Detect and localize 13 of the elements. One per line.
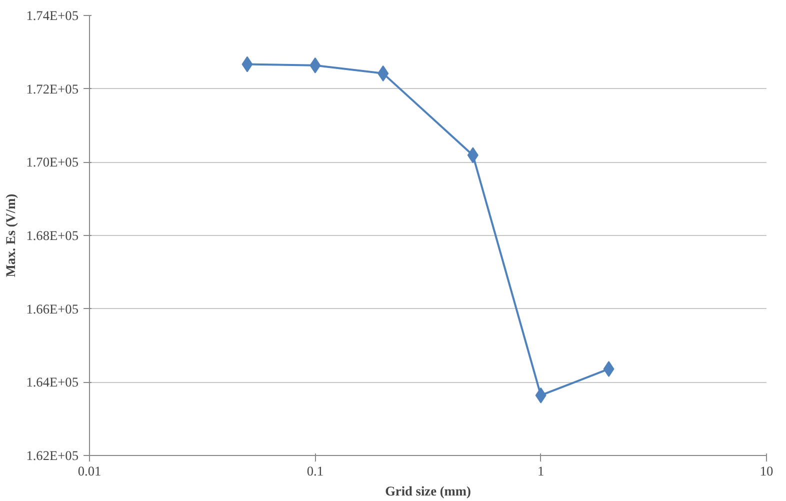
y-axis-title: Max. Es (V/m) xyxy=(3,194,18,278)
x-tick-label: 10 xyxy=(760,464,774,478)
y-tick-label: 1.74E+05 xyxy=(26,8,79,23)
y-tick-label: 1.62E+05 xyxy=(26,448,79,463)
y-tick-label: 1.68E+05 xyxy=(26,228,79,243)
x-tick-label: 0.1 xyxy=(306,464,324,478)
x-tick-label: 0.01 xyxy=(78,464,102,478)
y-tick-label: 1.72E+05 xyxy=(26,81,79,96)
y-tick-label: 1.66E+05 xyxy=(26,301,79,316)
x-axis-title: Grid size (mm) xyxy=(385,484,471,498)
y-tick-label: 1.70E+05 xyxy=(26,154,79,170)
x-tick-label: 1 xyxy=(538,464,544,478)
y-tick-label: 1.64E+05 xyxy=(26,374,79,390)
